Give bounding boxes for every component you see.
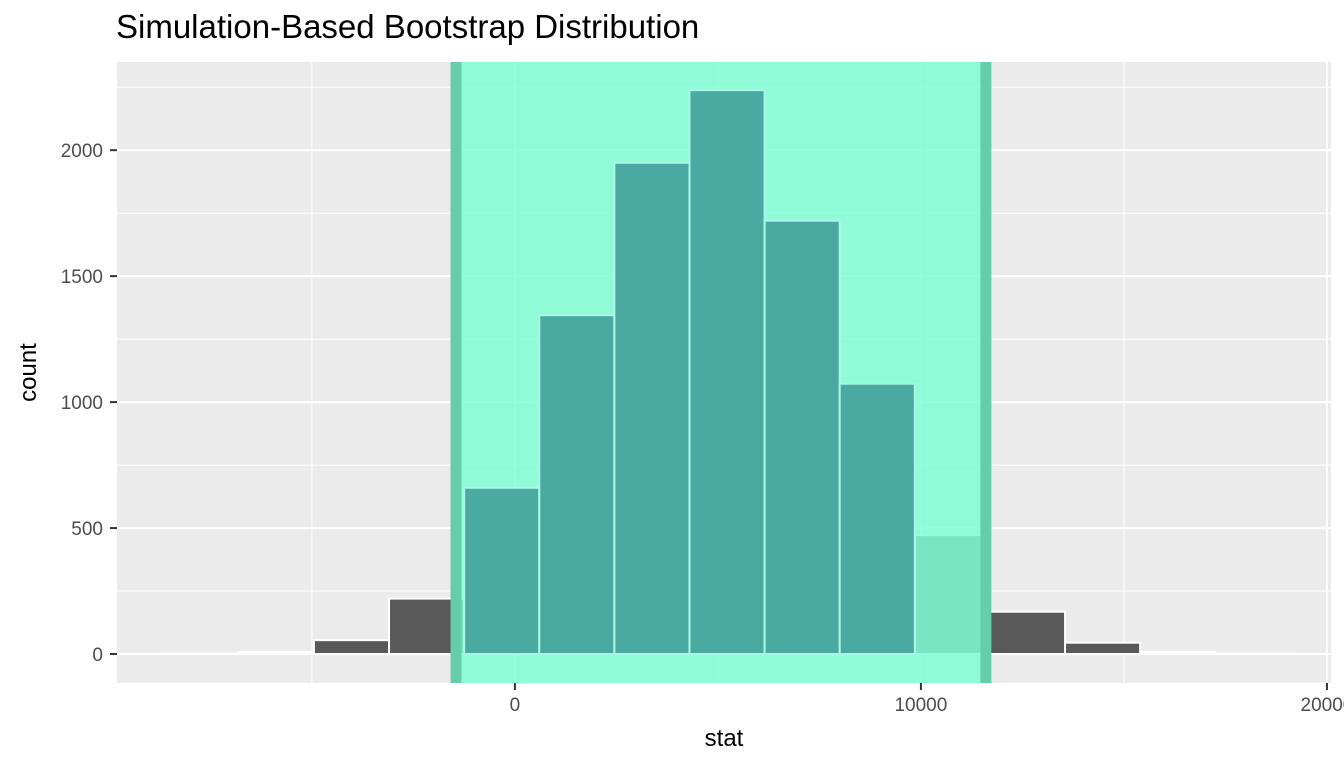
axes: 050010001500200001000020000 [61, 141, 1344, 716]
histogram-bar [162, 652, 240, 656]
histogram-bar [1139, 651, 1217, 656]
histogram-bar [988, 610, 1067, 656]
histogram-bar [237, 651, 315, 656]
x-axis-title: stat [705, 725, 744, 752]
histogram-bar-highlighted [763, 219, 841, 656]
histogram-bar-highlighted [538, 314, 616, 656]
confidence-interval-shading [450, 62, 992, 683]
y-tick-label: 0 [92, 645, 103, 666]
histogram-bar [312, 639, 391, 656]
histogram-bar [1214, 652, 1292, 656]
y-axis-title: count [15, 343, 42, 402]
histogram-bar-highlighted [463, 486, 541, 656]
y-tick-label: 500 [71, 519, 103, 540]
x-tick-label: 0 [510, 695, 521, 716]
x-tick-label: 10000 [894, 695, 947, 716]
y-tick-label: 1500 [61, 267, 103, 288]
chart-title: Simulation-Based Bootstrap Distribution [116, 8, 700, 45]
histogram-bar [1064, 641, 1142, 656]
y-tick-label: 2000 [61, 141, 103, 162]
histogram-bar-highlighted [613, 161, 691, 656]
histogram-bar-highlighted [838, 382, 916, 656]
histogram-bar-highlighted [688, 89, 766, 656]
y-tick-label: 1000 [61, 393, 103, 414]
